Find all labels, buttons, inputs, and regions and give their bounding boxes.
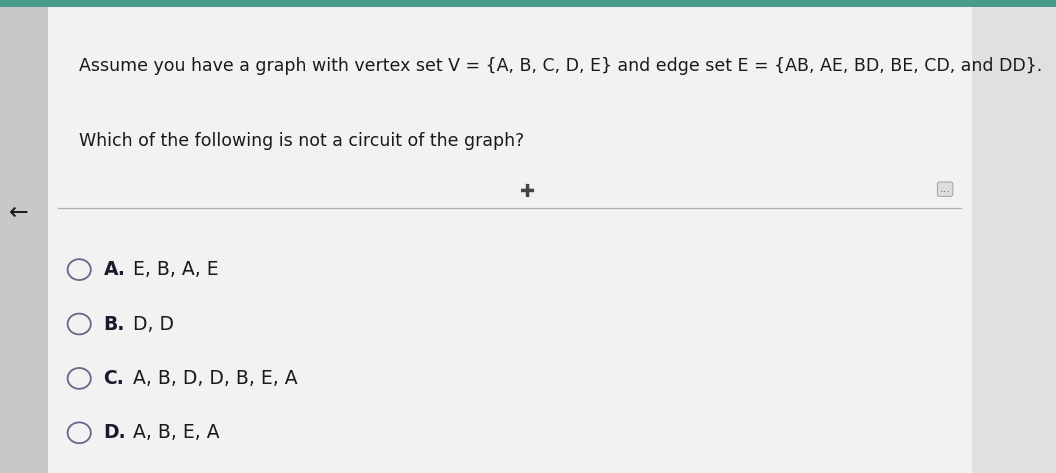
Text: E, B, A, E: E, B, A, E <box>121 260 219 279</box>
FancyBboxPatch shape <box>0 0 1056 7</box>
Text: Which of the following is not a circuit of the graph?: Which of the following is not a circuit … <box>79 132 525 150</box>
Text: ←: ← <box>10 201 29 225</box>
Text: Assume you have a graph with vertex set V = {A, B, C, D, E} and edge set E = {AB: Assume you have a graph with vertex set … <box>79 57 1042 75</box>
Text: B.: B. <box>103 315 125 333</box>
Text: D.: D. <box>103 423 126 442</box>
FancyBboxPatch shape <box>972 7 1056 473</box>
Text: D, D: D, D <box>121 315 174 333</box>
Text: C.: C. <box>103 369 125 388</box>
Text: ...: ... <box>940 184 950 194</box>
FancyBboxPatch shape <box>48 7 972 473</box>
Text: A, B, D, D, B, E, A: A, B, D, D, B, E, A <box>121 369 298 388</box>
Text: ✚: ✚ <box>521 183 535 201</box>
Text: A.: A. <box>103 260 126 279</box>
Text: A, B, E, A: A, B, E, A <box>121 423 220 442</box>
